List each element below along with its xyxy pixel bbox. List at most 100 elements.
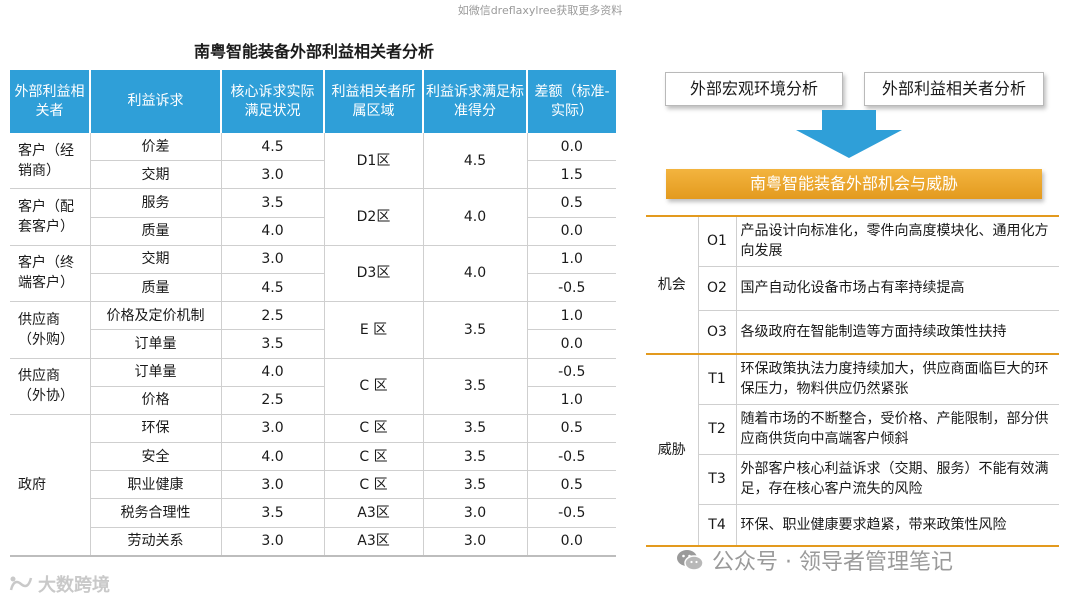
diff-cell: 0.5: [527, 188, 616, 218]
watermark-left: 大数跨境: [8, 571, 110, 597]
score-cell: 4.0: [423, 188, 528, 246]
actual-cell: 2.5: [221, 386, 325, 415]
table-row: O2 国产自动化设备市场占有率持续提高: [646, 266, 1059, 311]
table-row: 威胁 T1 环保政策执法力度持续加大，供应商面临巨大的环保压力，物料供应仍然紧张: [646, 354, 1059, 547]
group-name: 政府: [10, 414, 91, 557]
demand-cell: 税务合理性: [90, 498, 222, 528]
demand-cell: 价差: [90, 133, 222, 162]
text-cell: 环保政策执法力度持续加大，供应商面临巨大的环保压力，物料供应仍然紧张: [736, 354, 1059, 405]
header-stakeholder: 外部利益相关者: [10, 70, 91, 133]
text-cell: 各级政府在智能制造等方面持续政策性扶持: [736, 310, 1059, 355]
table-row: 税务合理性 3.5 A3区 3.0 -0.5: [10, 498, 616, 528]
score-cell: 3.0: [423, 527, 528, 557]
region-cell: D2区: [324, 188, 424, 246]
watermark-left-text: 大数跨境: [38, 575, 110, 596]
actual-cell: 3.0: [221, 527, 325, 557]
region-cell: E 区: [324, 301, 424, 359]
demand-cell: 价格: [90, 386, 222, 415]
watermark-right: 公众号 · 领导者管理笔记: [676, 544, 953, 576]
region-cell: C 区: [324, 470, 424, 500]
demand-cell: 环保: [90, 414, 222, 444]
demand-cell: 劳动关系: [90, 527, 222, 557]
region-cell: D3区: [324, 245, 424, 303]
text-cell: 随着市场的不断整合，受价格、产能限制，部分供应商供货向中高端客户倾斜: [736, 404, 1059, 455]
group-name: 客户（配套客户）: [10, 188, 91, 246]
actual-cell: 3.0: [221, 160, 325, 190]
actual-cell: 4.0: [221, 217, 325, 246]
actual-cell: 4.5: [221, 273, 325, 303]
region-cell: C 区: [324, 414, 424, 444]
demand-cell: 质量: [90, 273, 222, 303]
diff-cell: 0.0: [527, 217, 616, 246]
table-row: 客户（配套客户） 服务 3.5 D2区 4.0 0.5: [10, 188, 616, 246]
table-row: 机会 O1 产品设计向标准化，零件向高度模块化、通用化方向发展: [646, 216, 1059, 355]
diff-cell: -0.5: [527, 498, 616, 528]
table-row: O3 各级政府在智能制造等方面持续政策性扶持: [646, 310, 1059, 355]
header-actual: 核心诉求实际满足状况: [221, 70, 325, 133]
actual-cell: 3.0: [221, 470, 325, 500]
table-row: 质量 4.0 0.0: [10, 217, 616, 246]
score-cell: 3.5: [423, 470, 528, 500]
stakeholder-analysis-box: 外部利益相关者分析: [864, 72, 1044, 106]
diff-cell: 0.5: [527, 414, 616, 444]
actual-cell: 3.0: [221, 414, 325, 444]
actual-cell: 3.5: [221, 188, 325, 218]
text-cell: 产品设计向标准化，零件向高度模块化、通用化方向发展: [736, 216, 1059, 267]
table-header-row: 外部利益相关者 利益诉求 核心诉求实际满足状况 利益相关者所属区域 利益诉求满足…: [10, 70, 616, 133]
code-cell: T4: [698, 504, 737, 547]
group-name: 客户（经销商）: [10, 133, 91, 190]
region-cell: D1区: [324, 133, 424, 190]
table-row: 价格 2.5 1.0: [10, 386, 616, 415]
table-row: 订单量 3.5 0.0: [10, 329, 616, 359]
score-cell: 3.5: [423, 442, 528, 472]
code-cell: T3: [698, 454, 737, 505]
demand-cell: 交期: [90, 245, 222, 274]
region-cell: C 区: [324, 358, 424, 415]
demand-cell: 质量: [90, 217, 222, 246]
demand-cell: 职业健康: [90, 470, 222, 500]
table-row: T4 环保、职业健康要求趋紧，带来政策性风险: [646, 504, 1059, 547]
diff-cell: 1.5: [527, 160, 616, 190]
opportunity-threat-banner: 南粤智能装备外部机会与威胁: [666, 169, 1042, 199]
diff-cell: 0.0: [527, 133, 616, 162]
watermark-right-text: 公众号 · 领导者管理笔记: [712, 550, 953, 575]
group-name: 供应商（外购）: [10, 301, 91, 359]
code-cell: O3: [698, 310, 737, 355]
actual-cell: 2.5: [221, 301, 325, 331]
score-cell: 4.0: [423, 245, 528, 303]
table-row: 客户（经销商） 价差 4.5 D1区 4.5 0.0: [10, 133, 616, 190]
header-diff: 差额（标准-实际）: [527, 70, 616, 133]
actual-cell: 4.0: [221, 358, 325, 387]
actual-cell: 3.5: [221, 329, 325, 359]
actual-cell: 4.0: [221, 442, 325, 472]
table-row: 职业健康 3.0 C 区 3.5 0.5: [10, 470, 616, 500]
score-cell: 3.5: [423, 358, 528, 415]
opportunity-threat-table: 机会 O1 产品设计向标准化，零件向高度模块化、通用化方向发展 O2 国产自动化…: [646, 215, 1059, 547]
table-row: 供应商（外协） 订单量 4.0 C 区 3.5 -0.5: [10, 358, 616, 415]
text-cell: 外部客户核心利益诉求（交期、服务）不能有效满足，存在核心客户流失的风险: [736, 454, 1059, 505]
table-row: 劳动关系 3.0 A3区 3.0 0.0: [10, 527, 616, 557]
demand-cell: 服务: [90, 188, 222, 218]
table-row: 供应商（外购） 价格及定价机制 2.5 E 区 3.5 1.0: [10, 301, 616, 359]
code-cell: O1: [698, 216, 737, 267]
stakeholder-table: 外部利益相关者 利益诉求 核心诉求实际满足状况 利益相关者所属区域 利益诉求满足…: [10, 70, 616, 557]
text-cell: 国产自动化设备市场占有率持续提高: [736, 266, 1059, 311]
wechat-icon: [677, 550, 704, 571]
left-title: 南粤智能装备外部利益相关者分析: [193, 42, 434, 61]
score-cell: 3.5: [423, 301, 528, 359]
header-region: 利益相关者所属区域: [324, 70, 424, 133]
region-cell: A3区: [324, 498, 424, 528]
actual-cell: 3.0: [221, 245, 325, 274]
text-cell: 环保、职业健康要求趋紧，带来政策性风险: [736, 504, 1059, 547]
region-cell: A3区: [324, 527, 424, 557]
diff-cell: 1.0: [527, 301, 616, 331]
group-name: 供应商（外协）: [10, 358, 91, 415]
code-cell: O2: [698, 266, 737, 311]
score-cell: 3.5: [423, 414, 528, 444]
diff-cell: -0.5: [527, 442, 616, 472]
table-row: T2 随着市场的不断整合，受价格、产能限制，部分供应商供货向中高端客户倾斜: [646, 404, 1059, 455]
table-row: 安全 4.0 C 区 3.5 -0.5: [10, 442, 616, 472]
diff-cell: 1.0: [527, 245, 616, 274]
opportunity-label: 机会: [646, 216, 699, 355]
score-cell: 3.0: [423, 498, 528, 528]
